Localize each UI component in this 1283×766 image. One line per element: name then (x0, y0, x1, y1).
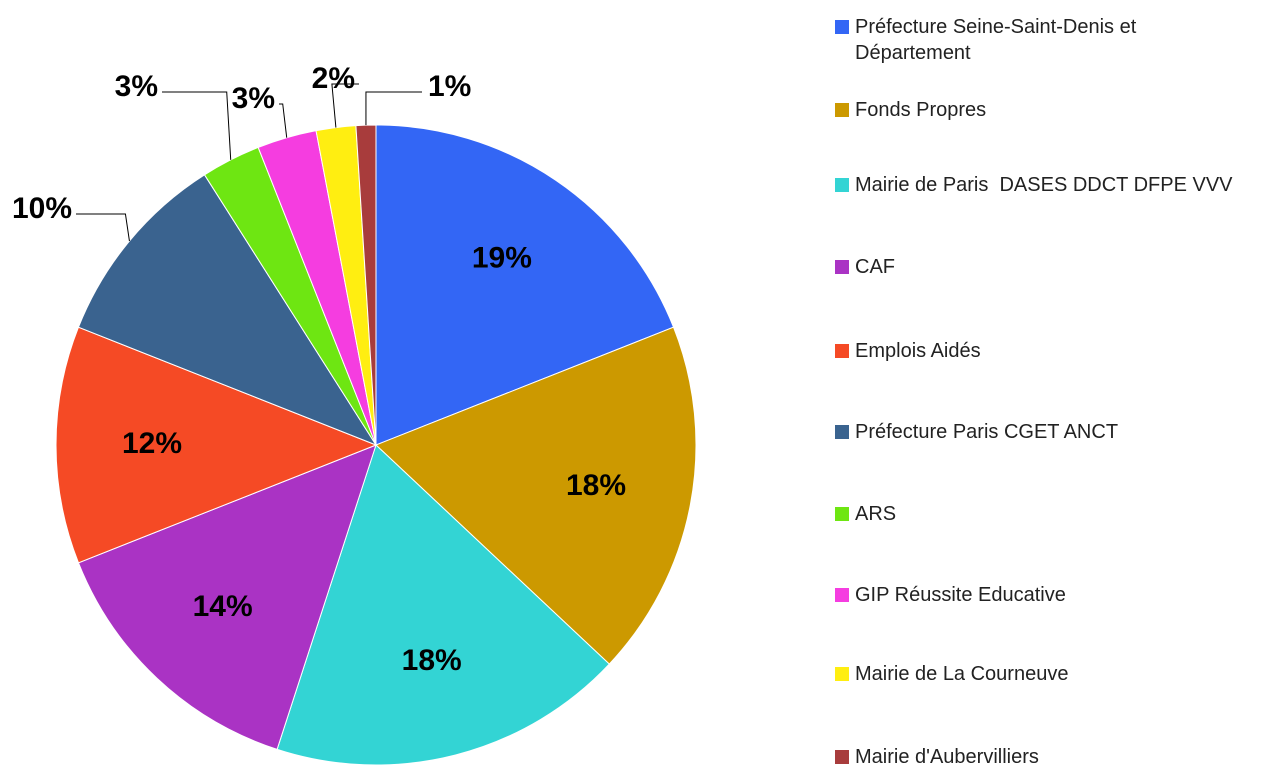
legend-label: Fonds Propres (855, 99, 987, 121)
data-label: 18% (402, 644, 462, 677)
legend-label: Mairie de Paris DASES DDCT DFPE VVV (855, 174, 1233, 196)
data-label: 3% (232, 82, 275, 115)
legend-item: Fonds Propres (835, 97, 986, 123)
legend-swatch (835, 178, 849, 192)
legend-swatch (835, 260, 849, 274)
legend-label: GIP Réussite Educative (855, 584, 1066, 606)
legend-item: GIP Réussite Educative (835, 582, 1066, 608)
legend-item: Mairie d'Aubervilliers (835, 744, 1039, 766)
legend-swatch (835, 103, 849, 117)
data-label: 12% (122, 427, 182, 460)
legend-item: Mairie de La Courneuve (835, 661, 1068, 687)
legend-label: CAF (855, 256, 895, 278)
data-label: 1% (428, 70, 471, 103)
leader-line (279, 103, 288, 138)
leader-line (76, 213, 130, 242)
legend-swatch (835, 344, 849, 358)
legend-label: Mairie d'Aubervilliers (855, 746, 1039, 766)
legend-item: Préfecture Seine-Saint-Denis et Départem… (835, 14, 1235, 66)
leader-line (331, 83, 359, 128)
data-label: 10% (12, 192, 72, 225)
legend-swatch (835, 20, 849, 34)
pie-slice (375, 124, 675, 446)
pie-slice (375, 326, 697, 665)
legend-swatch (835, 667, 849, 681)
legend-item: ARS (835, 501, 896, 527)
pie-slice (55, 326, 378, 564)
data-label: 14% (193, 590, 253, 623)
pie-slice (276, 444, 610, 766)
legend-swatch (835, 588, 849, 602)
legend-swatch (835, 750, 849, 764)
legend-item: Emplois Aidés (835, 338, 981, 364)
legend-item: CAF (835, 254, 895, 280)
data-label: 3% (115, 70, 158, 103)
pie-slice (77, 444, 377, 750)
data-label: 19% (472, 242, 532, 275)
legend-swatch (835, 425, 849, 439)
leader-line (365, 91, 422, 126)
legend-label: ARS (855, 503, 897, 525)
legend-label: Mairie de La Courneuve (855, 663, 1069, 685)
legend-label: Emplois Aidés (855, 340, 981, 362)
legend-swatch (835, 507, 849, 521)
legend-item: Mairie de Paris DASES DDCT DFPE VVV (835, 172, 1233, 198)
chart: 19% 18% 18% 14% 12% 10% 3% 3% 2% 1% (12, 62, 697, 766)
legend-label: Préfecture Paris CGET ANCT (855, 421, 1119, 443)
legend-label: Préfecture Seine-Saint-Denis et Départem… (855, 16, 1142, 64)
data-label: 18% (566, 469, 626, 502)
data-label: 2% (312, 62, 355, 95)
leader-line (162, 91, 232, 160)
legend-item: Préfecture Paris CGET ANCT (835, 419, 1118, 445)
